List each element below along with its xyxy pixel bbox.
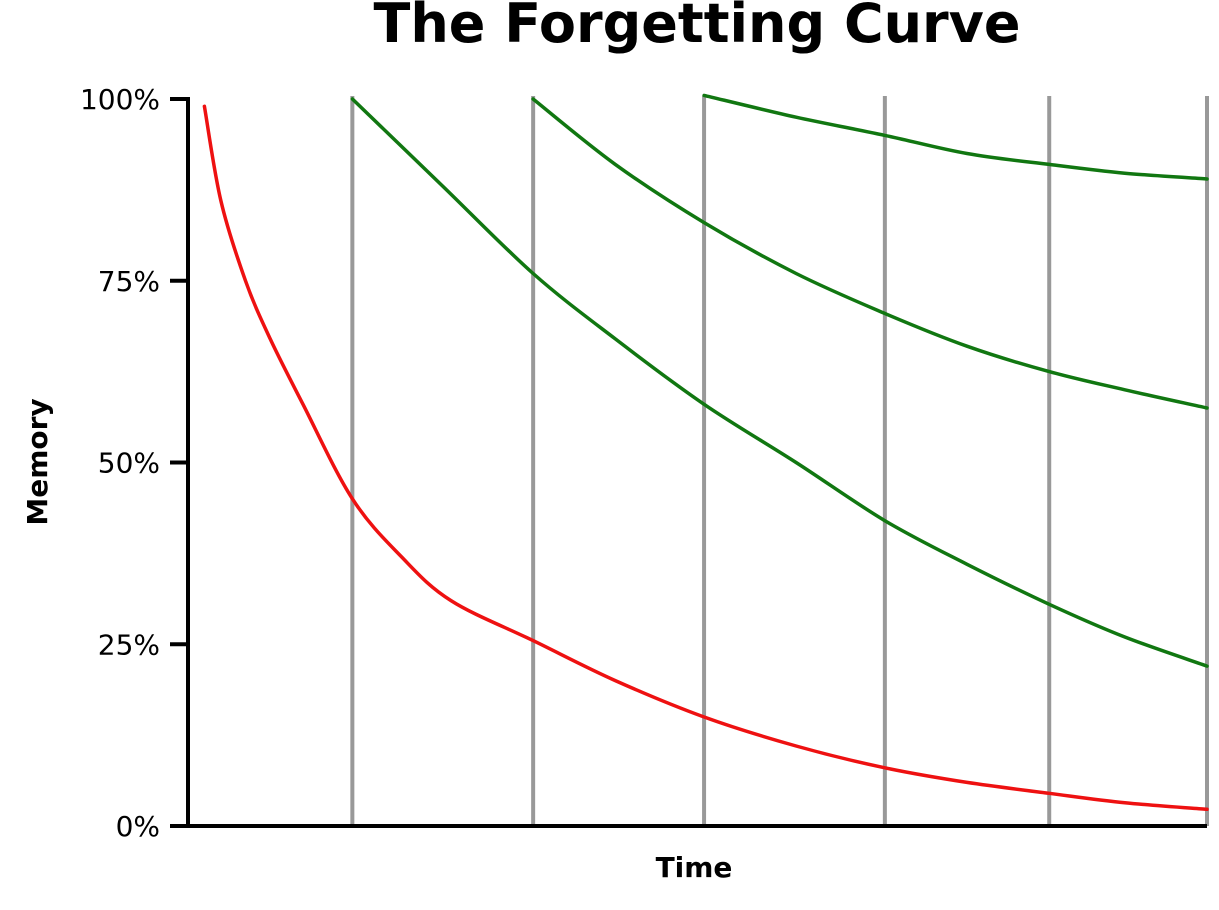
curve-initial (202, 104, 1209, 812)
x-axis-label: Time (656, 851, 733, 884)
curve-review-3 (702, 93, 1209, 181)
review-lines (350, 96, 1209, 826)
curves (202, 93, 1209, 812)
curve-review-2 (531, 97, 1209, 410)
axes (186, 97, 1207, 828)
y-tick-label: 100% (80, 83, 160, 116)
y-tick-label: 75% (98, 265, 160, 298)
y-tick-label: 0% (116, 810, 160, 843)
y-axis-label: Memory (21, 398, 54, 525)
curve-review-1 (350, 97, 1209, 668)
y-tick-label: 25% (98, 628, 160, 661)
chart-title: The Forgetting Curve (374, 0, 1021, 55)
y-tick-label: 50% (98, 447, 160, 480)
y-ticks: 0% 25% 50% 75% 100% (80, 83, 188, 843)
